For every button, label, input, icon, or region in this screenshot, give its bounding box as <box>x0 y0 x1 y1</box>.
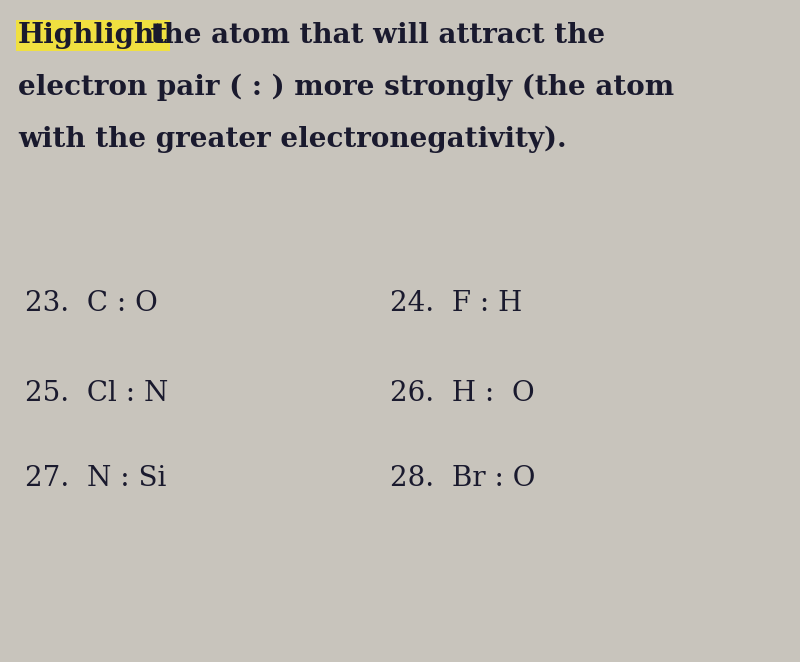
Text: with the greater electronegativity).: with the greater electronegativity). <box>18 126 566 154</box>
Text: electron pair ( : ) more strongly (the atom: electron pair ( : ) more strongly (the a… <box>18 74 674 101</box>
Text: 28.  Br : O: 28. Br : O <box>390 465 535 492</box>
Text: the atom that will attract the: the atom that will attract the <box>141 22 605 49</box>
Text: 23.  C : O: 23. C : O <box>25 290 158 317</box>
Text: 27.  N : Si: 27. N : Si <box>25 465 166 492</box>
Text: 24.  F : H: 24. F : H <box>390 290 522 317</box>
Text: 26.  H :  O: 26. H : O <box>390 380 534 407</box>
Text: Highlight: Highlight <box>18 22 168 49</box>
Text: 25.  Cl : N: 25. Cl : N <box>25 380 168 407</box>
